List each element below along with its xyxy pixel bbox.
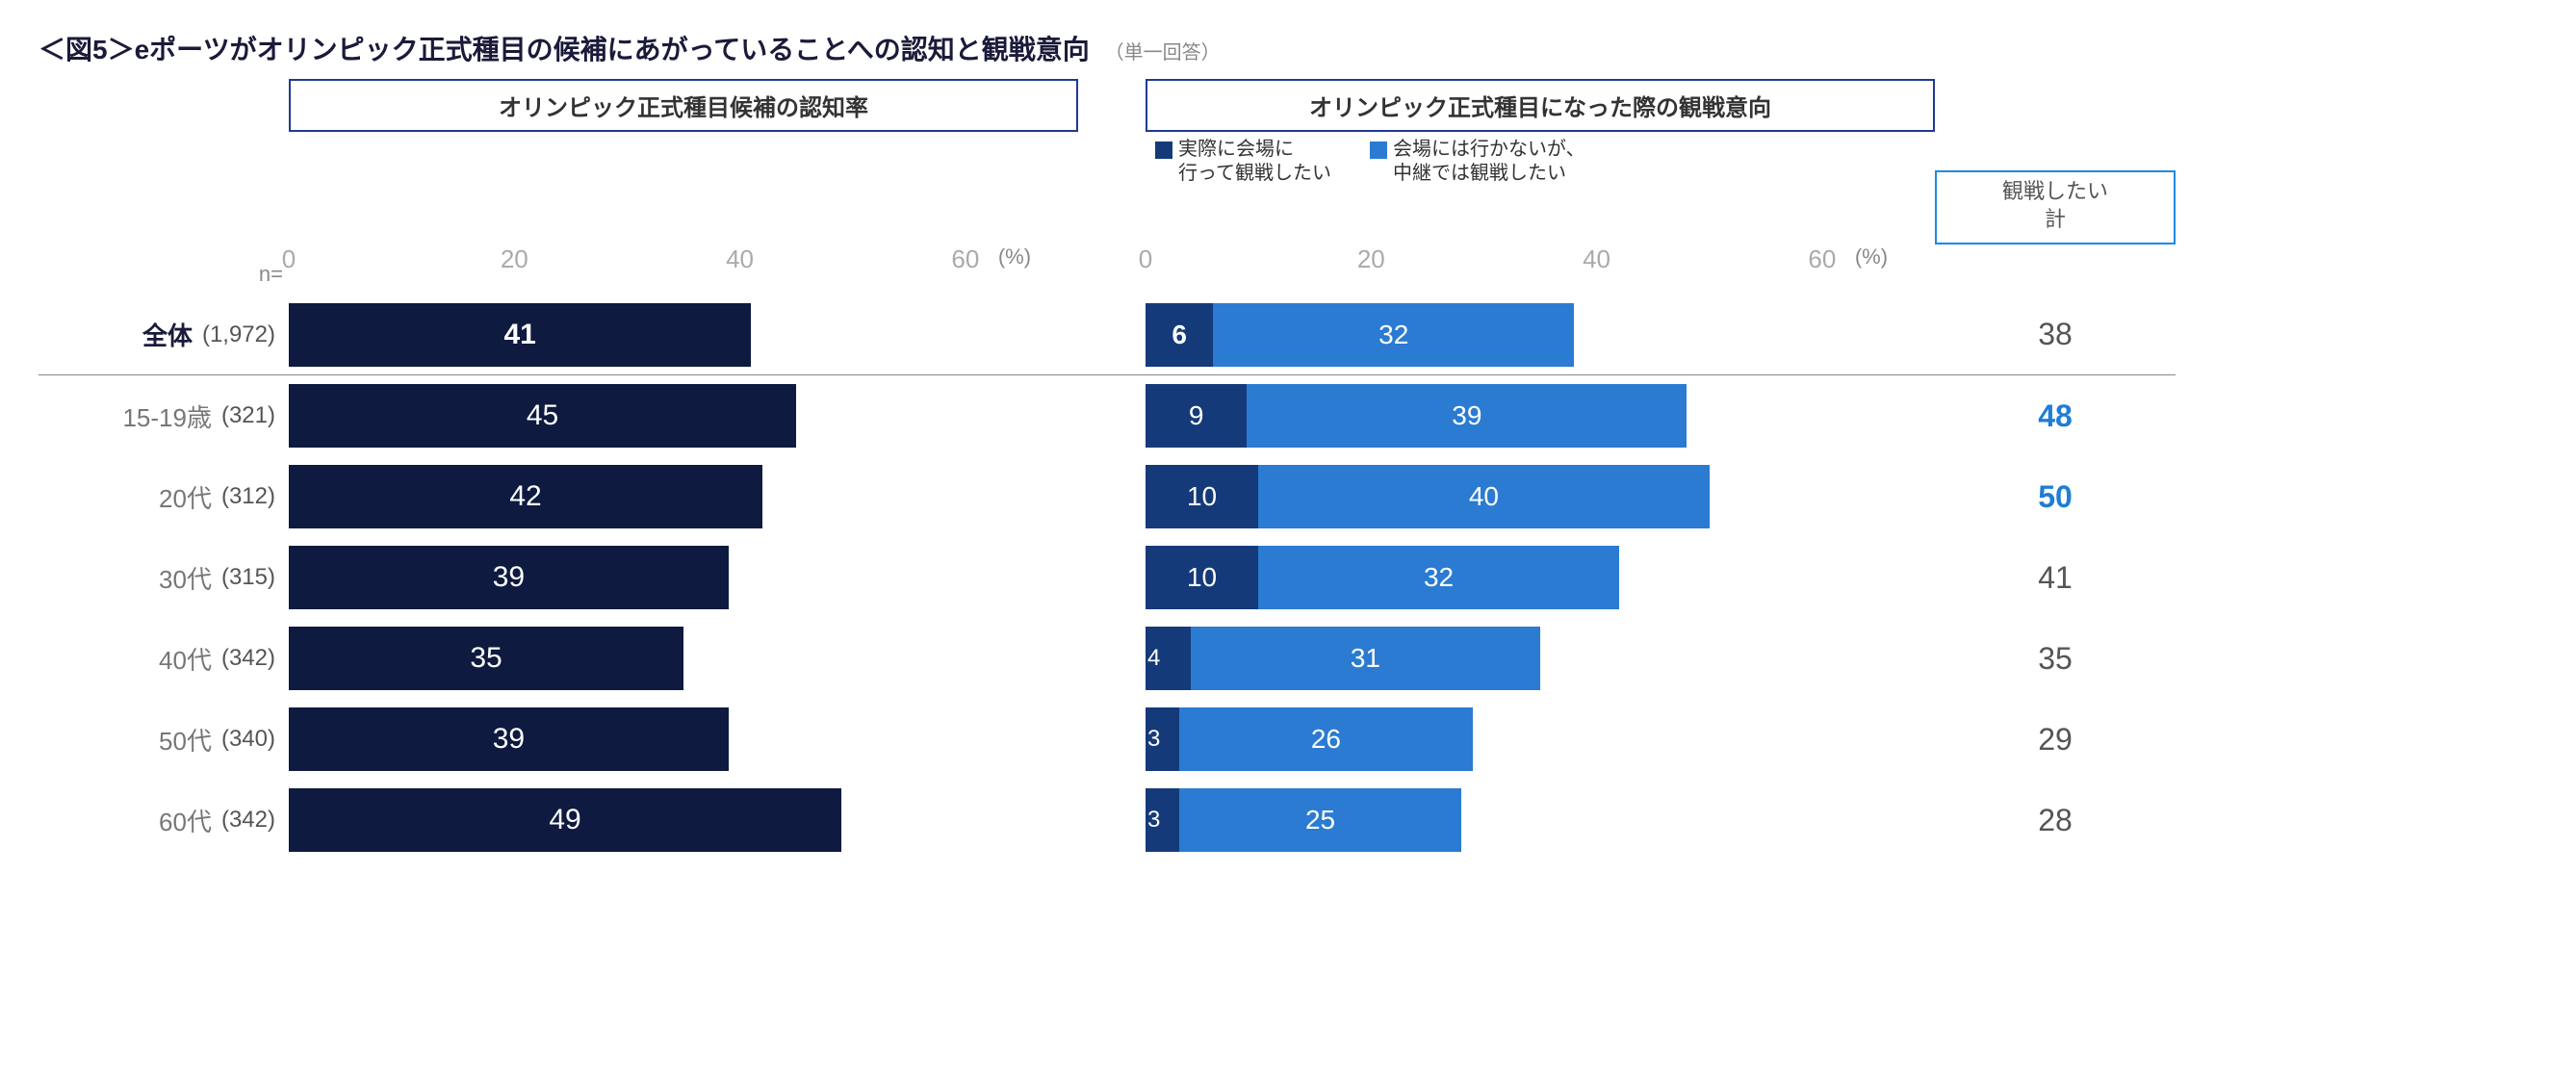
- n-equals-label: n=: [39, 244, 289, 287]
- row-n-label: (342): [221, 807, 275, 834]
- axis-awareness: 0204060(%): [289, 244, 1078, 295]
- awareness-bar-cell: 35: [289, 618, 1078, 699]
- intention-bar-cell: 326: [1146, 699, 1935, 780]
- figure-title: ＜図5＞eポーツがオリンピック正式種目の候補にあがっていることへの認知と観戦意向…: [39, 29, 2537, 67]
- awareness-bar: 35: [289, 627, 683, 690]
- row-age-label: 20代: [159, 479, 212, 515]
- total-value: 35: [1935, 618, 2176, 699]
- intention-seg-venue: 3: [1146, 707, 1179, 771]
- row-label: 60代 (342): [39, 780, 289, 861]
- awareness-bar-cell: 41: [289, 295, 1078, 375]
- intention-seg-venue: 3: [1146, 788, 1179, 852]
- row-label: 15-19歳 (321): [39, 375, 289, 456]
- legend-label-broadcast: 会場には行かないが、 中継では観戦したい: [1393, 138, 1585, 186]
- intention-seg-broadcast: 25: [1179, 788, 1461, 852]
- legend-label-venue: 実際に会場に 行って観戦したい: [1178, 138, 1331, 186]
- awareness-bar-cell: 49: [289, 780, 1078, 861]
- legend: 実際に会場に 行って観戦したい 会場には行かないが、 中継では観戦したい: [1146, 138, 1935, 186]
- row-age-label: 30代: [159, 560, 212, 596]
- intention-stacked-bar: 325: [1146, 788, 1461, 852]
- figure-title-main: ＜図5＞eポーツがオリンピック正式種目の候補にあがっていることへの認知と観戦意向: [39, 35, 1090, 64]
- intention-bar-cell: 632: [1146, 295, 1935, 375]
- total-value: 48: [1935, 375, 2176, 456]
- row-age-label: 50代: [159, 722, 212, 758]
- intention-bar-cell: 1032: [1146, 537, 1935, 618]
- axis-tick: 40: [1568, 244, 1626, 274]
- awareness-bar: 45: [289, 384, 796, 448]
- legend-swatch-venue: [1155, 141, 1172, 159]
- intention-bar-cell: 325: [1146, 780, 1935, 861]
- row-n-label: (1,972): [202, 321, 275, 348]
- section-header-intention: オリンピック正式種目になった際の観戦意向: [1146, 79, 1935, 132]
- row-label: 全体 (1,972): [39, 295, 289, 375]
- row-label: 30代 (315): [39, 537, 289, 618]
- awareness-bar-cell: 39: [289, 537, 1078, 618]
- axis-tick: 40: [711, 244, 769, 274]
- row-age-label: 40代: [159, 641, 212, 677]
- awareness-bar: 39: [289, 707, 729, 771]
- awareness-bar: 39: [289, 546, 729, 609]
- row-n-label: (340): [221, 726, 275, 753]
- awareness-bar: 49: [289, 788, 841, 852]
- total-value: 50: [1935, 456, 2176, 537]
- axis-tick: 60: [1793, 244, 1851, 274]
- legend-item-venue: 実際に会場に 行って観戦したい: [1155, 138, 1331, 186]
- intention-seg-broadcast: 31: [1191, 627, 1540, 690]
- section-header-awareness: オリンピック正式種目候補の認知率: [289, 79, 1078, 132]
- axis-unit: (%): [998, 244, 1031, 270]
- row-label: 40代 (342): [39, 618, 289, 699]
- row-n-label: (342): [221, 645, 275, 672]
- row-age-label: 15-19歳: [122, 398, 212, 434]
- row-n-label: (321): [221, 402, 275, 429]
- intention-stacked-bar: 939: [1146, 384, 1687, 448]
- intention-seg-broadcast: 39: [1247, 384, 1687, 448]
- axis-tick: 20: [1342, 244, 1400, 274]
- legend-item-broadcast: 会場には行かないが、 中継では観戦したい: [1370, 138, 1585, 186]
- legend-swatch-broadcast: [1370, 141, 1387, 159]
- intention-seg-broadcast: 26: [1179, 707, 1473, 771]
- intention-bar-cell: 939: [1146, 375, 1935, 456]
- total-value: 28: [1935, 780, 2176, 861]
- awareness-bar-cell: 42: [289, 456, 1078, 537]
- total-column-header: 観戦したい 計: [1935, 170, 2176, 244]
- intention-seg-venue: 10: [1146, 546, 1258, 609]
- row-age-label: 全体: [142, 317, 193, 352]
- total-value: 38: [1935, 295, 2176, 375]
- row-n-label: (315): [221, 564, 275, 591]
- row-label: 20代 (312): [39, 456, 289, 537]
- intention-seg-broadcast: 40: [1258, 465, 1710, 528]
- intention-seg-venue: 10: [1146, 465, 1258, 528]
- axis-tick: 60: [937, 244, 994, 274]
- axis-tick: 0: [260, 244, 318, 274]
- intention-stacked-bar: 326: [1146, 707, 1473, 771]
- axis-unit: (%): [1855, 244, 1888, 270]
- awareness-bar: 41: [289, 303, 751, 367]
- axis-tick: 20: [485, 244, 543, 274]
- axis-tick: 0: [1117, 244, 1174, 274]
- intention-bar-cell: 1040: [1146, 456, 1935, 537]
- intention-seg-broadcast: 32: [1258, 546, 1619, 609]
- intention-stacked-bar: 632: [1146, 303, 1574, 367]
- row-n-label: (312): [221, 483, 275, 510]
- axis-intention: 0204060(%): [1146, 244, 1935, 295]
- awareness-bar-cell: 45: [289, 375, 1078, 456]
- intention-seg-venue: 9: [1146, 384, 1247, 448]
- total-value: 41: [1935, 537, 2176, 618]
- intention-seg-venue: 6: [1146, 303, 1213, 367]
- awareness-bar: 42: [289, 465, 762, 528]
- intention-stacked-bar: 1032: [1146, 546, 1619, 609]
- intention-stacked-bar: 431: [1146, 627, 1540, 690]
- intention-stacked-bar: 1040: [1146, 465, 1710, 528]
- awareness-bar-cell: 39: [289, 699, 1078, 780]
- figure-title-sub: （単一回答）: [1105, 42, 1221, 64]
- intention-seg-venue: 4: [1146, 627, 1191, 690]
- total-value: 29: [1935, 699, 2176, 780]
- intention-bar-cell: 431: [1146, 618, 1935, 699]
- row-age-label: 60代: [159, 803, 212, 838]
- row-label: 50代 (340): [39, 699, 289, 780]
- intention-seg-broadcast: 32: [1213, 303, 1574, 367]
